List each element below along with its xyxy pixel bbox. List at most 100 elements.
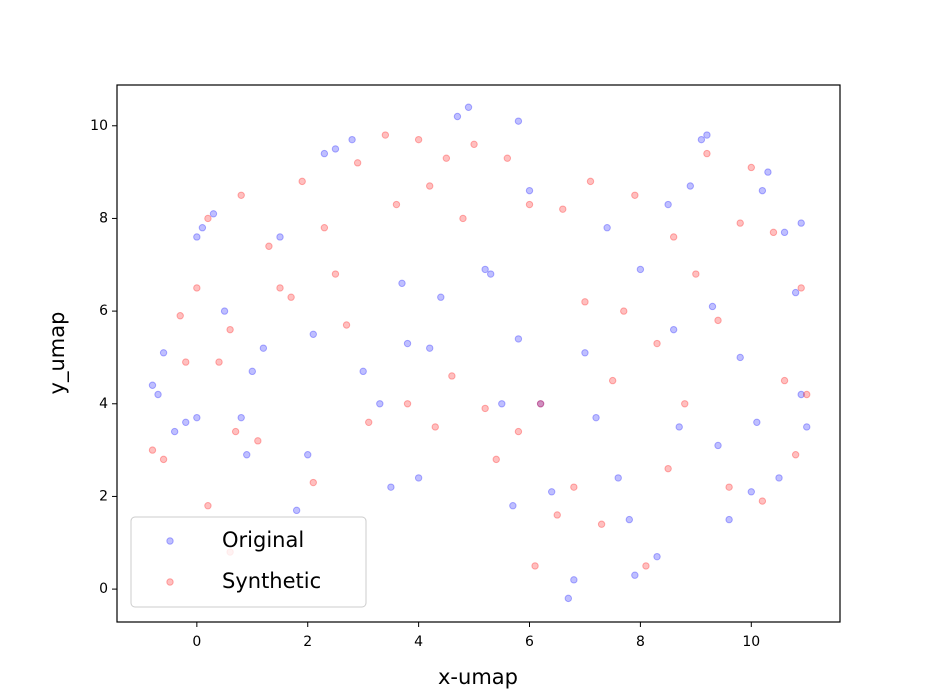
x-tick-label: 4 (414, 634, 423, 650)
point (642, 562, 650, 570)
point (215, 358, 223, 366)
point (259, 344, 268, 352)
point (692, 270, 700, 278)
point (453, 112, 462, 121)
point (392, 200, 401, 209)
point (481, 265, 489, 274)
point (747, 488, 755, 496)
point (675, 423, 683, 431)
point (725, 515, 733, 524)
point (703, 131, 711, 139)
point (492, 455, 500, 464)
point (193, 413, 201, 422)
point (170, 427, 179, 436)
point (564, 594, 573, 603)
point (620, 307, 628, 315)
point (387, 483, 395, 491)
point (547, 488, 556, 496)
point (570, 483, 578, 491)
point (365, 418, 373, 427)
point (797, 390, 805, 399)
point (603, 224, 611, 232)
point (708, 302, 717, 311)
x-tick-label: 0 (192, 634, 201, 650)
point (636, 265, 645, 274)
point (176, 312, 184, 320)
legend: Original Synthetic (130, 516, 367, 608)
point (631, 571, 639, 579)
point (503, 154, 512, 162)
point (559, 205, 567, 213)
point (237, 413, 245, 422)
point (581, 349, 589, 357)
y-tick-label: 2 (99, 488, 108, 504)
x-tick-label: 8 (636, 634, 645, 650)
legend-label: Original (222, 528, 304, 552)
point (780, 376, 789, 385)
legend-marker (166, 537, 174, 545)
point (193, 284, 201, 292)
point (298, 177, 306, 186)
point (309, 330, 317, 338)
point (553, 511, 561, 519)
point (209, 210, 218, 218)
point (464, 103, 473, 111)
point (614, 474, 622, 482)
point (803, 390, 811, 399)
point (753, 418, 761, 427)
point (581, 298, 589, 306)
point (797, 284, 805, 292)
point (669, 233, 678, 241)
point (204, 214, 212, 223)
point (320, 149, 329, 158)
point (769, 228, 778, 237)
point (714, 441, 722, 450)
point (154, 390, 162, 399)
point (148, 446, 157, 454)
point (304, 451, 312, 459)
point (592, 413, 600, 422)
point (359, 367, 367, 376)
point (531, 562, 539, 570)
point (586, 177, 595, 186)
point (797, 219, 805, 227)
point (481, 404, 489, 413)
point (148, 381, 157, 389)
point (403, 400, 412, 408)
point (764, 168, 772, 176)
point (376, 400, 384, 408)
point (426, 182, 434, 190)
point (803, 423, 811, 431)
point (664, 200, 672, 209)
point (331, 270, 340, 278)
point (442, 154, 451, 162)
point (780, 228, 789, 237)
point (747, 163, 755, 172)
point (525, 200, 534, 209)
point (320, 224, 329, 232)
point (486, 270, 495, 278)
x-tick-label: 10 (742, 634, 760, 650)
y-tick-label: 4 (99, 396, 108, 412)
y-tick-label: 8 (99, 210, 108, 226)
legend-label: Synthetic (222, 569, 321, 593)
point (414, 474, 423, 482)
point (193, 233, 201, 241)
point (426, 344, 434, 352)
point (403, 339, 412, 348)
ticks: 0 2 4 6 8 10 0 2 4 6 8 10 (90, 118, 760, 650)
point (525, 186, 534, 195)
legend-marker (166, 578, 174, 586)
point (470, 140, 478, 149)
point (714, 316, 722, 325)
legend-box (130, 516, 367, 608)
point (182, 358, 190, 366)
point (414, 135, 423, 144)
point (775, 474, 783, 482)
y-tick-label: 6 (99, 303, 108, 319)
point (686, 182, 694, 190)
point (431, 423, 439, 431)
x-tick-label: 6 (525, 634, 534, 650)
point (791, 288, 800, 297)
